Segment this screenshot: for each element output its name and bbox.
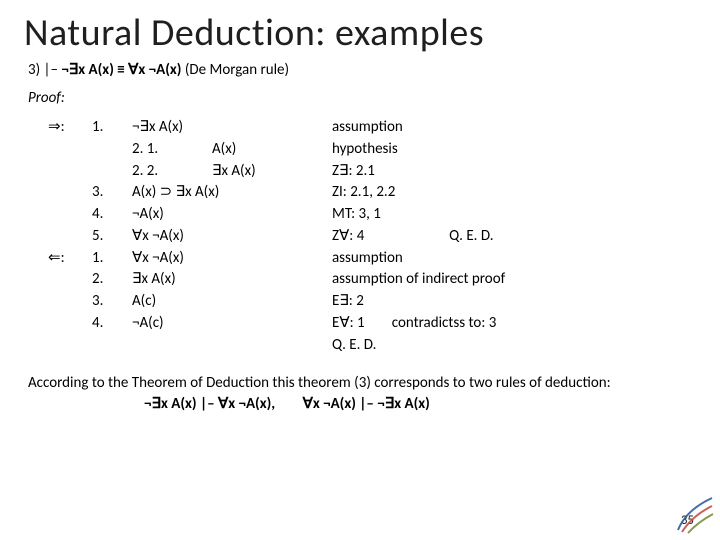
step-num: 3. [92,182,132,204]
step-expr: ¬∃x A(x) [132,117,332,139]
step-just: E∃: 2 [332,291,572,313]
step-just: assumption [332,117,572,139]
dir-cell [48,204,92,226]
step-num: 3. [92,291,132,313]
dir-backward: ⇐: [48,248,92,270]
step-expr: ¬A(c) [132,313,332,357]
step-just: assumption of indirect proof [332,269,572,291]
footer-rule-1: ¬∃x A(x) |– ∀x ¬A(x), [144,394,275,413]
step-expr: 2. 1.A(x) [132,139,332,161]
step-num: 4. [92,204,132,226]
substep-label: 2. 2. [132,161,212,183]
proof-table: ⇒: 1. ¬∃x A(x) assumption 2. 1.A(x) hypo… [48,117,696,356]
step-expr: A(x) ⊃ ∃x A(x) [132,182,332,204]
dir-cell [48,291,92,313]
step-num: 5. [92,226,132,248]
dir-forward: ⇒: [48,117,92,139]
step-expr: ∃x A(x) [132,269,332,291]
step-expr: A(c) [132,291,332,313]
step-num: 1. [92,117,132,139]
slide: Natural Deduction: examples 3) |– ¬∃x A(… [0,0,720,540]
step-just: Z∀: 4 Q. E. D. [332,226,572,248]
footer-text: According to the Theorem of Deduction th… [28,374,696,392]
substep-label: 2. 1. [132,139,212,161]
theorem-suffix: (De Morgan rule) [181,61,289,79]
step-just: hypothesis [332,139,572,161]
footer-rules: ¬∃x A(x) |– ∀x ¬A(x), ∀x ¬A(x) |– ¬∃x A(… [144,394,696,413]
step-num [92,161,132,183]
step-expr: 2. 2.∃x A(x) [132,161,332,183]
step-num: 1. [92,248,132,270]
step-just: Z∃: 2.1 [332,161,572,183]
footer-rule-2: ∀x ¬A(x) |– ¬∃x A(x) [303,395,430,413]
dir-cell [48,313,92,357]
proof-label: Proof: [28,89,696,107]
substep-rhs: A(x) [212,140,236,158]
corner-decoration-icon [672,492,714,534]
dir-cell [48,161,92,183]
step-num: 4. [92,313,132,357]
dir-cell [48,269,92,291]
step-expr: ∀x ¬A(x) [132,226,332,248]
theorem-prefix: 3) |– [28,61,61,79]
step-just: MT: 3, 1 [332,204,572,226]
dir-cell [48,139,92,161]
step-just: E∀: 1 contradictss to: 3 Q. E. D. [332,313,572,357]
step-num: 2. [92,269,132,291]
step-just: assumption [332,248,572,270]
dir-cell [48,182,92,204]
slide-title: Natural Deduction: examples [24,10,696,56]
theorem-formula: ¬∃x A(x) ≡ ∀x ¬A(x) [61,61,181,79]
step-expr: ¬A(x) [132,204,332,226]
step-num [92,139,132,161]
step-just: ZI: 2.1, 2.2 [332,182,572,204]
step-expr: ∀x ¬A(x) [132,248,332,270]
theorem-line: 3) |– ¬∃x A(x) ≡ ∀x ¬A(x) (De Morgan rul… [28,60,696,79]
substep-rhs: ∃x A(x) [212,162,256,180]
dir-cell [48,226,92,248]
